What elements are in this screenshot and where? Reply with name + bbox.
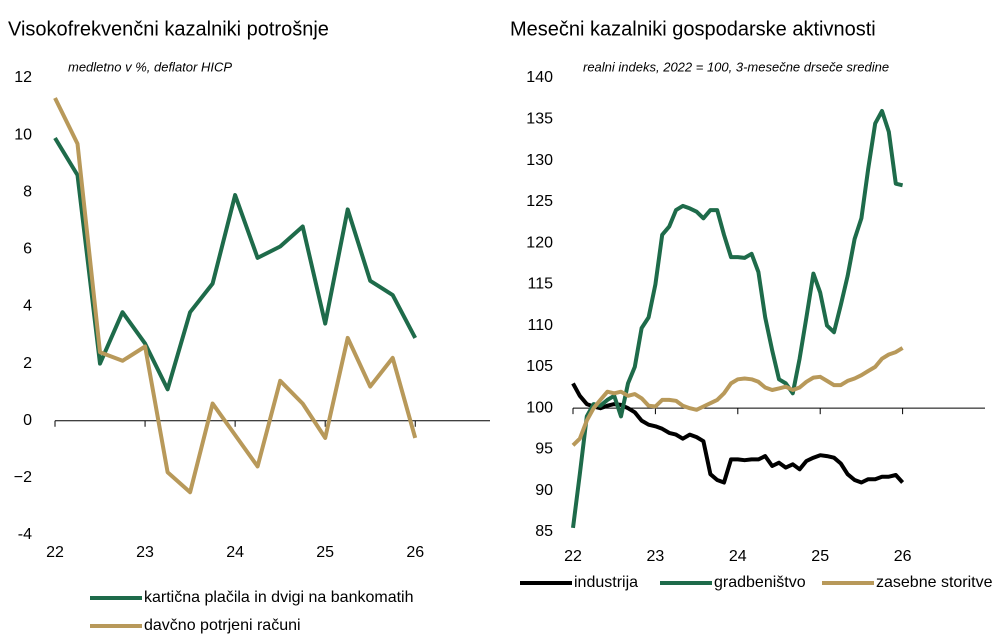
- line-series: [53, 136, 417, 392]
- x-tick-label: 23: [647, 548, 665, 565]
- line-series: [571, 109, 904, 529]
- x-tick-label: 23: [136, 544, 154, 561]
- y-tick-label: 90: [535, 482, 553, 499]
- y-tick-label: 2: [23, 355, 32, 372]
- y-tick-label: 120: [526, 234, 553, 251]
- x-tick-label: 24: [729, 548, 747, 565]
- y-tick-label: 135: [526, 110, 553, 127]
- y-tick-label: -4: [18, 526, 32, 543]
- chart-title: Mesečni kazalniki gospodarske aktivnosti: [510, 18, 876, 40]
- chart-title: Visokofrekvenčni kazalniki potrošnje: [8, 18, 329, 40]
- x-tick-label: 24: [226, 544, 244, 561]
- line-series: [53, 97, 418, 495]
- y-tick-label: 140: [526, 69, 553, 86]
- y-tick-label: 130: [526, 152, 553, 169]
- y-tick-label: 110: [527, 317, 553, 334]
- chart-subtitle: realni indeks, 2022 = 100, 3-mesečne drs…: [583, 59, 889, 74]
- chart-subtitle: medletno v %, deflator HICP: [68, 59, 232, 74]
- legend-label: kartična plačila in dvigi na bankomatih: [144, 589, 413, 606]
- x-tick-label: 26: [894, 548, 912, 565]
- line-series: [571, 346, 904, 447]
- line-series: [571, 382, 905, 485]
- x-tick-label: 22: [564, 548, 582, 565]
- y-tick-label: 85: [535, 523, 553, 540]
- x-tick-label: 22: [46, 544, 64, 561]
- y-tick-label: 0: [23, 412, 32, 429]
- legend-label: zasebne storitve: [876, 574, 993, 591]
- legend-label: industrija: [574, 574, 638, 591]
- x-tick-label: 26: [406, 544, 424, 561]
- y-tick-label: 8: [23, 183, 32, 200]
- legend-label: gradbeništvo: [714, 574, 806, 591]
- y-tick-label: 125: [526, 193, 553, 210]
- x-tick-label: 25: [316, 544, 334, 561]
- y-tick-label: −2: [14, 469, 32, 486]
- legend-label: davčno potrjeni računi: [144, 617, 301, 634]
- y-tick-label: 105: [526, 358, 553, 375]
- y-tick-label: 100: [526, 399, 553, 416]
- y-tick-label: 4: [23, 298, 32, 315]
- y-tick-label: 10: [14, 126, 32, 143]
- y-tick-label: 6: [23, 241, 32, 258]
- y-tick-label: 12: [14, 69, 32, 86]
- x-tick-label: 25: [811, 548, 829, 565]
- y-tick-label: 95: [535, 441, 553, 458]
- y-tick-label: 115: [527, 276, 553, 293]
